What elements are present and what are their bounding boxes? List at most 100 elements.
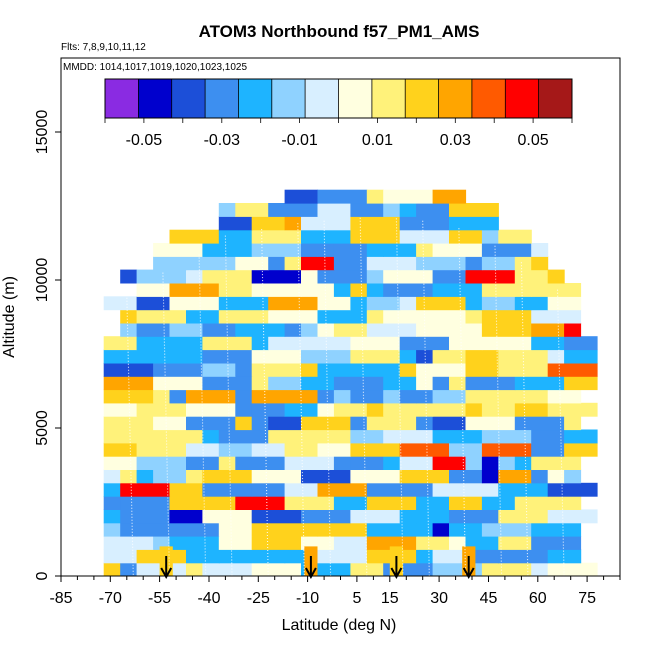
- heat-cell: [218, 203, 236, 217]
- heat-cell: [564, 349, 598, 364]
- heat-cell: [268, 549, 286, 564]
- heat-cell: [399, 362, 417, 377]
- heat-cell: [333, 376, 368, 391]
- heat-cell: [531, 456, 582, 470]
- heat-cell: [268, 429, 319, 444]
- heat-cell: [218, 429, 269, 444]
- x-tick-label: 30: [430, 590, 448, 607]
- heat-cell: [186, 562, 203, 576]
- heat-cell: [218, 229, 253, 244]
- heat-cell: [547, 496, 582, 510]
- colorbar-swatch: [271, 79, 306, 118]
- arrow-marker-head: [160, 567, 173, 580]
- heat-cell: [481, 442, 532, 457]
- heat-cell: [481, 309, 532, 324]
- heat-cell: [416, 283, 434, 297]
- heat-cell: [432, 283, 483, 297]
- arrow-marker-head: [305, 567, 317, 580]
- heat-cell: [399, 402, 434, 417]
- heat-cell: [481, 229, 499, 244]
- heat-cell: [449, 336, 483, 351]
- heat-cell: [218, 536, 253, 550]
- heat-cell: [301, 376, 335, 391]
- heat-cell: [333, 389, 351, 404]
- heat-cell: [432, 429, 483, 444]
- heat-cell: [465, 402, 483, 417]
- heat-cell: [366, 416, 417, 431]
- heat-cell: [218, 216, 253, 231]
- heat-cell: [465, 416, 516, 431]
- heat-cell: [136, 456, 187, 470]
- heat-cell: [465, 256, 483, 271]
- heat-cell: [383, 309, 417, 324]
- heat-cell: [399, 336, 434, 351]
- heat-cell: [251, 536, 269, 550]
- heat-cell: [202, 336, 253, 351]
- heat-cell: [103, 536, 154, 550]
- heat-cell: [333, 243, 368, 257]
- heat-cell: [399, 216, 450, 231]
- heat-cell: [564, 376, 598, 391]
- x-tick-label: -10: [296, 590, 319, 607]
- heat-cell: [136, 269, 187, 284]
- heat-cell: [399, 442, 450, 457]
- heat-cell: [432, 269, 467, 284]
- heat-cell: [514, 389, 549, 404]
- heat-cell: [284, 322, 302, 337]
- heat-cell: [416, 362, 466, 377]
- heat-cell: [465, 309, 483, 324]
- heat-cell: [284, 189, 319, 204]
- heat-cell: [186, 309, 220, 324]
- profile-trace: [458, 228, 467, 576]
- heat-cell: [103, 429, 154, 444]
- heat-cell: [251, 469, 302, 484]
- heat-cell: [514, 416, 565, 431]
- heat-cell: [251, 482, 286, 497]
- colorbar-swatch: [171, 79, 206, 118]
- heat-cell: [218, 309, 253, 324]
- heat-cell: [153, 469, 187, 484]
- heat-cell: [366, 336, 401, 351]
- heat-cell: [531, 336, 565, 351]
- heat-cell: [103, 509, 121, 524]
- heat-cell: [531, 283, 582, 297]
- heat-cell: [317, 362, 368, 377]
- arrow-marker-head: [390, 567, 403, 580]
- heat-cell: [251, 309, 269, 324]
- heat-cell: [366, 536, 417, 550]
- heat-cell: [481, 522, 532, 537]
- mmdd-label: MMDD: 1014,1017,1019,1020,1023,1025: [63, 62, 247, 73]
- flights-label: Flts: 7,8,9,10,11,12: [61, 42, 146, 53]
- heat-cell: [547, 509, 598, 524]
- heat-cell: [251, 216, 286, 231]
- heat-cell: [169, 283, 220, 297]
- heat-cell: [317, 203, 351, 217]
- heat-cell: [399, 229, 450, 244]
- heat-cell: [251, 389, 269, 404]
- profile-trace: [422, 220, 430, 576]
- heat-cell: [268, 256, 286, 271]
- heat-cell: [416, 309, 466, 324]
- heat-cell: [268, 203, 319, 217]
- heat-cell: [481, 336, 532, 351]
- x-tick-label: 15: [381, 590, 399, 607]
- colorbar-tick-label: -0.05: [126, 132, 163, 149]
- heat-cell: [251, 416, 269, 431]
- y-tick-label: 0: [34, 571, 51, 580]
- heat-cell: [169, 509, 203, 524]
- x-tick-label: -25: [247, 590, 270, 607]
- heat-cell: [399, 469, 450, 484]
- heat-cell: [301, 216, 351, 231]
- heat-cell: [317, 322, 335, 337]
- heat-cell: [366, 482, 401, 497]
- heat-cell: [399, 509, 450, 524]
- profile-trace: [198, 254, 207, 576]
- heat-cell: [186, 469, 203, 484]
- heat-cell: [235, 322, 286, 337]
- heat-cell: [350, 456, 384, 470]
- heat-cell: [202, 376, 253, 391]
- heat-cell: [366, 256, 401, 271]
- heat-cell: [481, 496, 516, 510]
- profile-trace: [126, 294, 134, 576]
- colorbar-swatch: [438, 79, 472, 118]
